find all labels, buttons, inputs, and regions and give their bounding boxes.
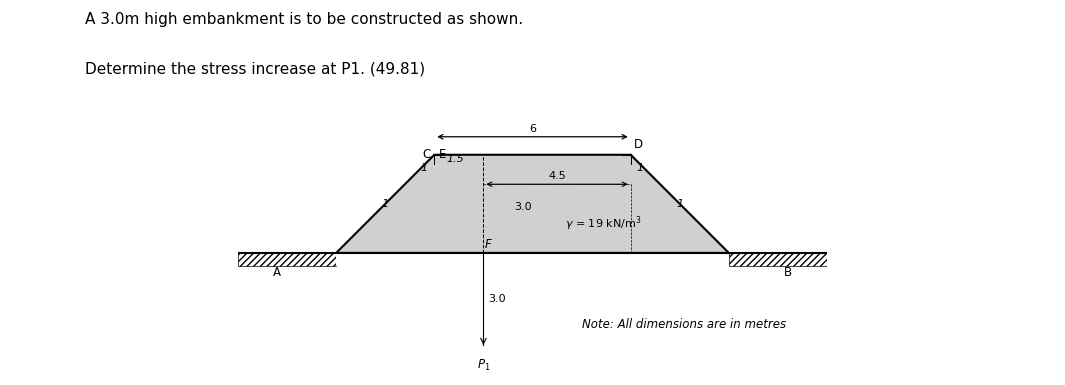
Text: A: A [274, 266, 281, 279]
Text: $\gamma$ = 19 kN/m$^3$: $\gamma$ = 19 kN/m$^3$ [566, 214, 641, 233]
Polygon shape [337, 253, 728, 266]
Text: 4.5: 4.5 [548, 171, 566, 181]
Text: F: F [485, 238, 492, 251]
Text: 1: 1 [676, 199, 684, 209]
Text: D: D [634, 139, 643, 151]
Text: 1: 1 [637, 163, 644, 173]
Text: B: B [784, 266, 791, 279]
Polygon shape [337, 155, 728, 253]
Text: 6: 6 [529, 124, 536, 134]
Text: 1: 1 [421, 163, 428, 173]
Text: 1.5: 1.5 [446, 154, 464, 164]
Text: $P_1$: $P_1$ [477, 358, 490, 373]
Text: 3.0: 3.0 [514, 202, 531, 212]
Text: A 3.0m high embankment is to be constructed as shown.: A 3.0m high embankment is to be construc… [85, 12, 523, 27]
Text: Note: All dimensions are in metres: Note: All dimensions are in metres [581, 318, 786, 331]
Text: 3.0: 3.0 [489, 294, 506, 304]
Text: Determine the stress increase at P1. (49.81): Determine the stress increase at P1. (49… [85, 62, 425, 77]
Text: 1: 1 [381, 199, 389, 209]
Text: C: C [423, 148, 431, 161]
Text: E: E [439, 148, 446, 161]
